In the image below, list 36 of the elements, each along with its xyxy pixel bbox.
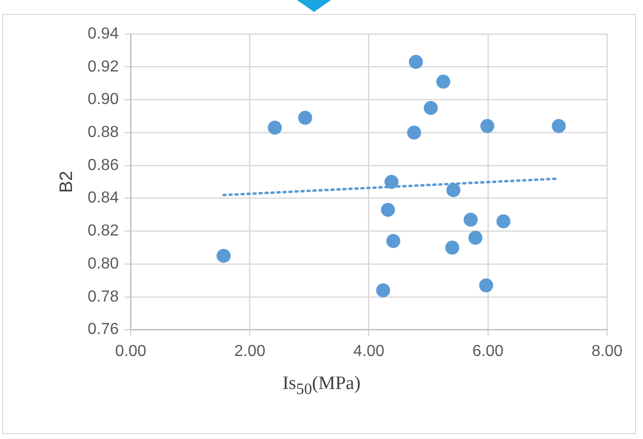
y-tick-label: 0.86 — [88, 156, 119, 174]
point — [407, 126, 422, 140]
point — [436, 74, 450, 89]
point — [384, 174, 398, 189]
point — [445, 240, 460, 255]
point — [479, 278, 494, 292]
point — [268, 120, 282, 135]
point — [380, 202, 395, 217]
point — [552, 119, 566, 134]
point — [480, 119, 494, 134]
x-tick-label: 2.00 — [234, 342, 266, 360]
x-tick-label: 8.00 — [591, 342, 623, 360]
point — [446, 183, 460, 198]
y-tick-label: 0.88 — [88, 124, 119, 142]
x-tick-label: 6.00 — [472, 342, 504, 360]
point — [496, 214, 510, 228]
point — [468, 230, 482, 245]
x-tick-label: 4.00 — [353, 342, 385, 360]
y-tick-label: 0.80 — [88, 255, 119, 272]
y-tick-label: 0.76 — [88, 321, 119, 338]
y-axis-title: B2 — [56, 170, 76, 193]
x-tick-label: 0.00 — [115, 342, 146, 360]
point — [464, 212, 478, 227]
point — [424, 100, 438, 115]
y-tick-label: 0.82 — [88, 222, 119, 240]
y-tick-label: 0.94 — [88, 25, 119, 42]
point — [408, 54, 423, 69]
point — [216, 248, 231, 263]
y-tick-label: 0.84 — [88, 190, 119, 207]
point — [298, 110, 312, 125]
y-tick-label: 0.78 — [88, 288, 119, 306]
point — [386, 234, 400, 248]
x-axis-title: Is$_{50}$(MPa) — [281, 373, 362, 399]
y-tick-label: 0.90 — [88, 91, 119, 108]
y-tick-label: 0.92 — [88, 58, 119, 76]
point — [376, 283, 390, 298]
